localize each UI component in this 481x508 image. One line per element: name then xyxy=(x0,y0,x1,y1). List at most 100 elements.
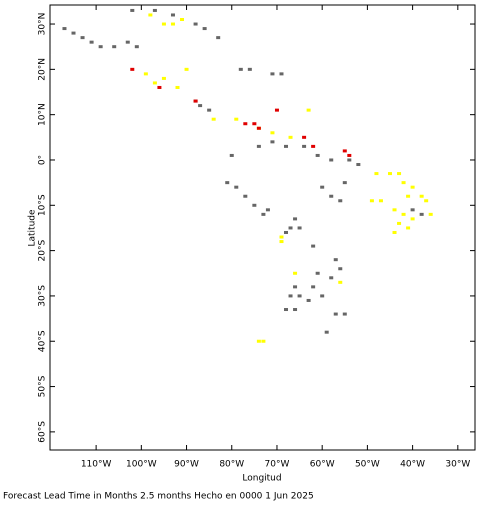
grid-cell xyxy=(62,27,67,31)
y-tick-label: 20°S xyxy=(38,239,48,261)
grid-cell xyxy=(256,144,261,148)
grid-cell xyxy=(347,153,352,157)
grid-cell xyxy=(401,212,406,216)
grid-cell xyxy=(288,226,293,230)
grid-cell xyxy=(279,72,284,76)
grid-cell xyxy=(170,13,175,17)
grid-cell xyxy=(342,312,347,316)
grid-cell xyxy=(152,81,157,85)
grid-cell xyxy=(333,258,338,262)
grid-cell xyxy=(130,8,135,12)
grid-cell xyxy=(175,85,180,89)
grid-cell xyxy=(261,339,266,343)
grid-cell xyxy=(315,271,320,275)
grid-cell xyxy=(130,67,135,71)
grid-cell xyxy=(428,212,433,216)
y-tick-label: 30°S xyxy=(38,285,48,307)
grid-cell xyxy=(274,108,279,112)
x-tick-label: 110°W xyxy=(81,460,112,470)
grid-cell xyxy=(311,144,316,148)
grid-cell xyxy=(112,45,117,49)
grid-cell xyxy=(401,181,406,185)
grid-cell xyxy=(311,244,316,248)
y-tick-label: 0° xyxy=(38,155,48,165)
grid-cell xyxy=(180,18,185,22)
grid-cell xyxy=(184,67,189,71)
grid-cell xyxy=(89,40,94,44)
y-tick-label: 40°S xyxy=(38,330,48,352)
grid-cell xyxy=(234,185,239,189)
y-tick-label: 10°N xyxy=(38,103,48,126)
grid-cell xyxy=(320,294,325,298)
grid-cell xyxy=(270,72,275,76)
grid-cell xyxy=(170,22,175,26)
grid-cell xyxy=(419,212,424,216)
grid-cell xyxy=(148,13,153,17)
grid-cell xyxy=(225,181,230,185)
grid-cell xyxy=(329,276,334,280)
grid-cell xyxy=(98,45,103,49)
grid-cell xyxy=(388,172,392,176)
grid-cell xyxy=(252,203,257,207)
grid-cell xyxy=(302,144,307,148)
grid-cell xyxy=(279,240,284,244)
grid-cell xyxy=(265,208,270,212)
grid-cell xyxy=(234,117,239,121)
grid-cell xyxy=(270,131,275,135)
grid-cell xyxy=(288,294,293,298)
grid-cell xyxy=(338,280,343,284)
grid-cell xyxy=(270,140,275,144)
grid-cell xyxy=(125,40,130,44)
x-tick-label: 100°W xyxy=(126,460,157,470)
grid-cell xyxy=(229,153,234,157)
grid-cell xyxy=(324,330,329,334)
grid-cell xyxy=(315,153,320,157)
grid-cell xyxy=(406,226,411,230)
grid-cell xyxy=(157,85,162,89)
grid-cell xyxy=(71,31,76,35)
grid-cell xyxy=(369,199,374,203)
grid-cell xyxy=(329,158,334,162)
y-tick-label: 50°S xyxy=(38,375,48,397)
x-tick-label: 90°W xyxy=(174,460,199,470)
grid-cell xyxy=(284,144,289,148)
grid-cell xyxy=(347,158,352,162)
grid-cell xyxy=(306,108,311,112)
x-tick-label: 80°W xyxy=(219,460,244,470)
grid-cell xyxy=(202,27,207,31)
y-tick-label: 60°S xyxy=(38,421,48,443)
grid-cell xyxy=(297,226,302,230)
grid-cell xyxy=(252,122,257,126)
grid-cell xyxy=(397,172,402,176)
grid-cell xyxy=(397,221,402,225)
grid-cell xyxy=(207,108,212,112)
grid-cell xyxy=(293,217,298,221)
plot-frame xyxy=(49,4,476,451)
grid-cell xyxy=(342,181,347,185)
grid-cell xyxy=(410,217,415,221)
grid-cell xyxy=(238,67,243,71)
y-tick-label: 10°S xyxy=(38,194,48,216)
grid-cell xyxy=(410,185,415,189)
grid-cell xyxy=(293,308,298,312)
y-axis-label: Latitude xyxy=(28,209,38,247)
grid-cell xyxy=(284,230,289,234)
grid-cell xyxy=(256,126,261,130)
grid-cell xyxy=(333,312,338,316)
grid-cell xyxy=(378,199,383,203)
grid-cell xyxy=(320,185,325,189)
grid-cell xyxy=(406,194,411,198)
y-tick-label: 30°N xyxy=(38,13,48,36)
grid-cell xyxy=(243,122,248,126)
grid-cell xyxy=(80,36,85,40)
grid-cell xyxy=(419,194,424,198)
footer: Forecast Lead Time in Months 2.5 months … xyxy=(3,492,314,502)
grid-cell xyxy=(143,72,148,76)
grid-cell xyxy=(311,285,316,289)
grid-cell xyxy=(302,135,307,139)
grid-cell xyxy=(193,22,198,26)
grid-cell xyxy=(293,271,298,275)
grid-cell xyxy=(247,67,252,71)
grid-cell xyxy=(134,45,139,49)
